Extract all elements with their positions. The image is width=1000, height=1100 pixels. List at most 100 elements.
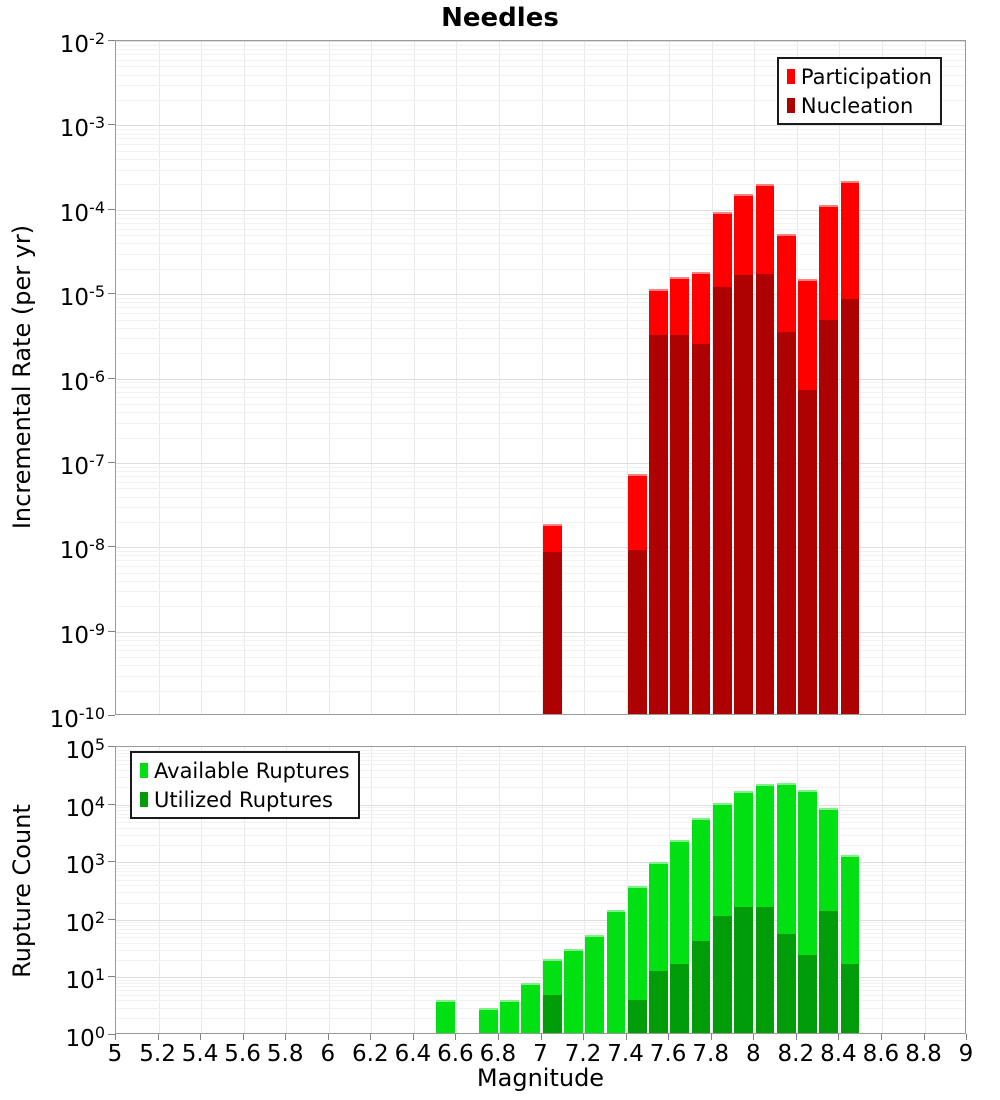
y-tick-label: 105 xyxy=(65,735,105,764)
gridline-vertical xyxy=(796,41,798,714)
x-tick-label: 5.8 xyxy=(266,1041,304,1067)
y-tick-mark xyxy=(108,715,115,716)
x-tick-label: 8.8 xyxy=(905,1041,942,1067)
bar-utilized-ruptures xyxy=(542,994,562,1033)
gridline-minor xyxy=(116,606,965,608)
gridline-minor xyxy=(116,764,965,766)
gridline-minor xyxy=(116,169,965,171)
gridline-minor xyxy=(116,675,965,677)
bar-utilized-ruptures xyxy=(798,954,817,1033)
gridline-minor xyxy=(116,159,965,160)
utilized-ruptures-marker-icon xyxy=(140,792,148,807)
bar-nucleation xyxy=(798,390,817,714)
x-tick-mark xyxy=(625,1034,627,1040)
bar-utilized-ruptures xyxy=(627,1000,647,1033)
gridline-minor xyxy=(116,466,965,468)
gridline-minor xyxy=(116,54,965,56)
gridline-minor xyxy=(116,752,965,754)
gridline-vertical xyxy=(711,41,713,714)
gridline-minor xyxy=(116,217,965,219)
gridline-vertical xyxy=(413,747,415,1033)
x-tick-label: 6 xyxy=(320,1041,336,1067)
bar-nucleation xyxy=(691,343,711,714)
gridline-minor xyxy=(116,1017,965,1019)
gridline-minor xyxy=(116,844,965,846)
gridline-minor xyxy=(116,665,965,667)
gridline-minor xyxy=(116,338,965,340)
bar-utilized-ruptures xyxy=(819,911,839,1033)
x-tick-label: 7.2 xyxy=(564,1041,602,1067)
gridline-vertical xyxy=(754,747,756,1033)
gridline-vertical xyxy=(881,41,883,714)
x-tick-mark xyxy=(412,1034,414,1040)
y-tick-mark xyxy=(108,293,115,295)
y-tick-mark xyxy=(108,40,115,41)
y-tick-mark xyxy=(108,546,115,548)
x-tick-mark xyxy=(540,1034,542,1040)
gridline-minor xyxy=(116,834,965,836)
gridline-minor xyxy=(116,827,965,829)
x-tick-mark xyxy=(668,1034,670,1040)
bar-nucleation xyxy=(542,551,562,714)
gridline-major xyxy=(116,125,965,127)
gridline-vertical xyxy=(796,747,798,1033)
bar-utilized-ruptures xyxy=(734,907,754,1033)
gridline-minor xyxy=(116,412,965,414)
gridline-vertical xyxy=(371,747,373,1033)
gridline-major xyxy=(116,294,965,296)
gridline-vertical xyxy=(456,41,458,714)
gridline-minor xyxy=(116,635,965,637)
x-tick-label: 8.6 xyxy=(862,1041,900,1067)
gridline-minor xyxy=(116,755,965,757)
gridline-minor xyxy=(116,879,965,881)
y-tick-mark xyxy=(108,976,115,978)
bar-utilized-ruptures xyxy=(649,970,668,1033)
gridline-minor xyxy=(116,566,965,567)
gridline-minor xyxy=(116,307,965,309)
gridline-minor xyxy=(116,100,965,101)
y-tick-label: 10-6 xyxy=(59,366,105,396)
nucleation-marker-icon xyxy=(786,98,795,113)
gridline-minor xyxy=(116,817,965,819)
gridline-vertical xyxy=(243,747,245,1033)
gridline-vertical xyxy=(456,747,458,1033)
x-tick-mark xyxy=(200,1034,202,1040)
x-tick-mark xyxy=(285,1034,287,1040)
gridline-minor xyxy=(116,885,965,887)
y-tick-label: 100 xyxy=(65,1023,105,1052)
y-tick-label: 10-4 xyxy=(59,197,105,227)
gridline-minor xyxy=(116,810,965,812)
gridline-major xyxy=(116,378,965,380)
gridline-vertical xyxy=(839,41,841,714)
x-tick-mark xyxy=(455,1034,457,1040)
x-tick-mark xyxy=(497,1034,499,1040)
y-tick-mark xyxy=(108,746,115,747)
bar-available-ruptures xyxy=(521,983,541,1033)
gridline-minor xyxy=(116,787,965,789)
gridline-minor xyxy=(116,391,965,393)
gridline-minor xyxy=(116,591,965,593)
gridline-major xyxy=(116,862,965,864)
gridline-minor xyxy=(116,769,965,771)
legend-label: Utilized Ruptures xyxy=(154,787,333,812)
y-tick-mark xyxy=(108,630,115,632)
gridline-vertical xyxy=(541,747,543,1033)
bar-utilized-ruptures xyxy=(840,964,860,1033)
gridline-minor xyxy=(116,85,965,87)
gridline-major xyxy=(116,631,965,633)
available-ruptures-marker-icon xyxy=(140,763,148,778)
gridline-minor xyxy=(116,749,965,751)
gridline-minor xyxy=(116,690,965,692)
gridline-vertical xyxy=(201,747,203,1033)
gridline-minor xyxy=(116,1007,965,1009)
gridline-vertical xyxy=(201,41,203,714)
bar-nucleation xyxy=(712,287,732,714)
gridline-minor xyxy=(116,932,965,934)
gridline-vertical xyxy=(881,747,883,1033)
bar-utilized-ruptures xyxy=(691,940,711,1033)
gridline-major xyxy=(116,462,965,464)
bottom-plot-area xyxy=(115,746,966,1034)
gridline-minor xyxy=(116,253,965,255)
gridline-minor xyxy=(116,213,965,215)
